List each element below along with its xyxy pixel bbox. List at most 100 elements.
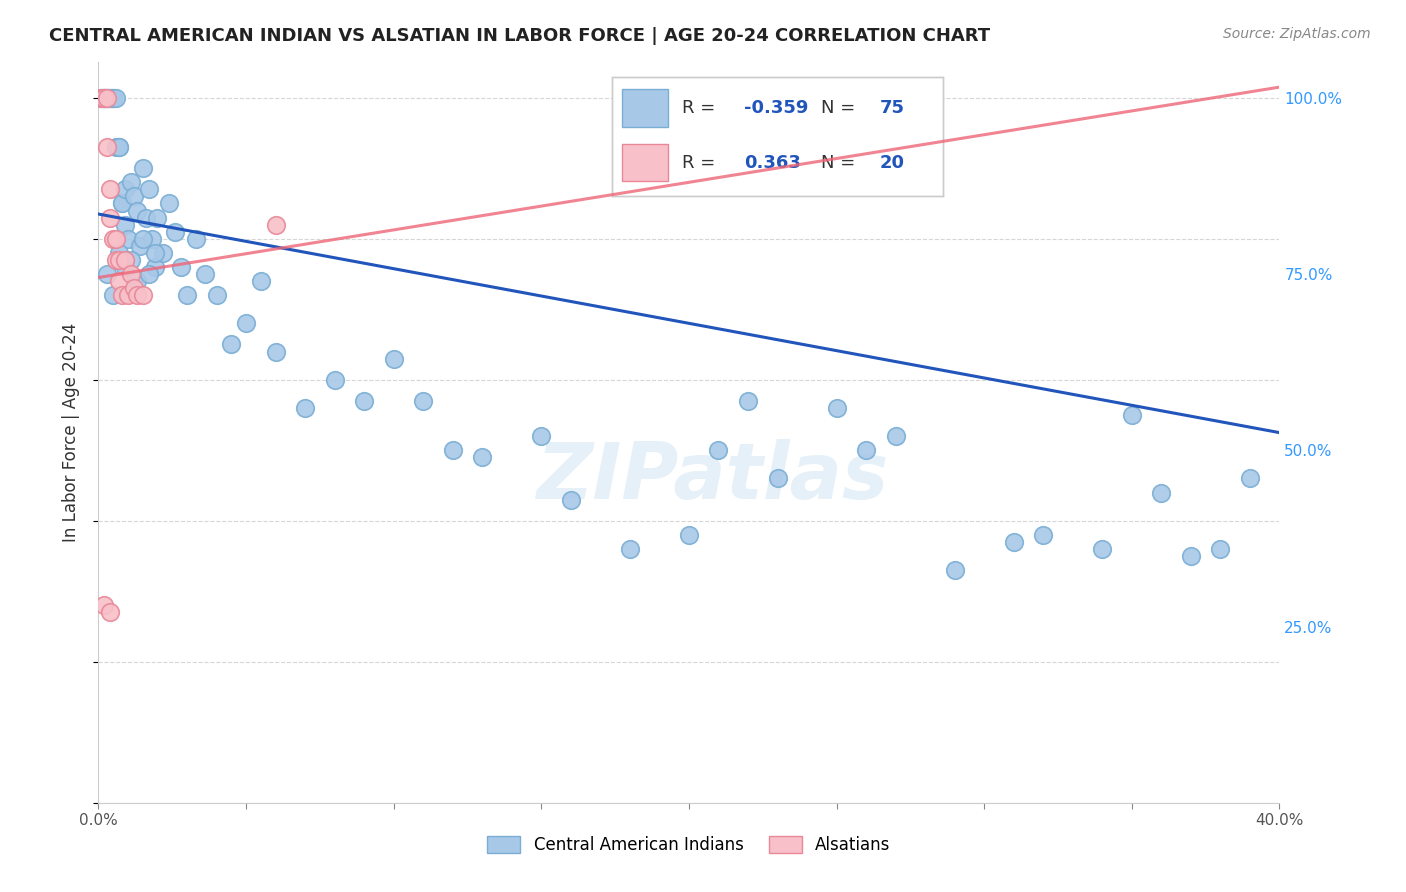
- Point: [530, 429, 553, 443]
- Point: [98, 211, 121, 225]
- Point: [1150, 485, 1173, 500]
- Point: [120, 175, 142, 189]
- Point: [165, 225, 187, 239]
- Point: [1180, 549, 1202, 563]
- Point: [108, 274, 131, 288]
- Point: [176, 288, 198, 302]
- Point: [138, 182, 160, 196]
- Point: [205, 288, 228, 302]
- Point: [353, 393, 375, 408]
- Point: [141, 232, 163, 246]
- Point: [111, 288, 134, 302]
- Point: [105, 140, 128, 154]
- Point: [125, 203, 148, 218]
- Point: [117, 232, 139, 246]
- Point: [737, 393, 759, 408]
- Point: [441, 443, 464, 458]
- Point: [108, 252, 131, 267]
- Point: [1002, 535, 1025, 549]
- Point: [103, 91, 125, 105]
- Point: [117, 288, 139, 302]
- Point: [105, 252, 128, 267]
- Point: [98, 182, 121, 196]
- Point: [766, 471, 789, 485]
- Point: [98, 91, 121, 105]
- Point: [120, 267, 142, 281]
- Point: [103, 91, 125, 105]
- Point: [707, 443, 730, 458]
- Point: [884, 429, 907, 443]
- Point: [1091, 541, 1114, 556]
- Point: [98, 91, 121, 105]
- Point: [128, 239, 150, 253]
- Point: [93, 91, 115, 105]
- Point: [471, 450, 494, 465]
- Point: [125, 274, 148, 288]
- Point: [103, 232, 125, 246]
- Point: [152, 245, 174, 260]
- Point: [235, 316, 257, 330]
- Point: [264, 218, 287, 232]
- Point: [96, 267, 118, 281]
- Point: [143, 260, 166, 274]
- Point: [412, 393, 434, 408]
- Point: [90, 91, 112, 105]
- Point: [619, 541, 641, 556]
- Point: [122, 281, 145, 295]
- Point: [111, 196, 134, 211]
- Point: [143, 245, 166, 260]
- Point: [170, 260, 193, 274]
- Point: [1209, 541, 1232, 556]
- Point: [825, 401, 848, 415]
- Legend: Central American Indians, Alsatians: Central American Indians, Alsatians: [481, 830, 897, 861]
- Point: [111, 196, 134, 211]
- Point: [108, 245, 131, 260]
- Point: [382, 351, 405, 366]
- Point: [103, 288, 125, 302]
- Point: [90, 91, 112, 105]
- Point: [93, 91, 115, 105]
- Point: [93, 599, 115, 613]
- Point: [1121, 408, 1143, 422]
- Text: ZIPatlas: ZIPatlas: [537, 439, 889, 515]
- Point: [105, 232, 128, 246]
- Point: [96, 140, 118, 154]
- Point: [194, 267, 217, 281]
- Point: [96, 91, 118, 105]
- Point: [294, 401, 316, 415]
- Point: [114, 252, 136, 267]
- Point: [1239, 471, 1261, 485]
- Point: [96, 91, 118, 105]
- Point: [96, 91, 118, 105]
- Point: [125, 288, 148, 302]
- Point: [114, 218, 136, 232]
- Point: [560, 492, 582, 507]
- Point: [132, 288, 155, 302]
- Point: [135, 211, 157, 225]
- Point: [146, 211, 169, 225]
- Point: [98, 606, 121, 620]
- Point: [250, 274, 273, 288]
- Point: [114, 182, 136, 196]
- Point: [264, 344, 287, 359]
- Point: [114, 260, 136, 274]
- Point: [678, 528, 700, 542]
- Point: [93, 91, 115, 105]
- Point: [93, 91, 115, 105]
- Point: [138, 267, 160, 281]
- Point: [855, 443, 877, 458]
- Point: [323, 373, 346, 387]
- Point: [108, 140, 131, 154]
- Point: [122, 189, 145, 203]
- Point: [105, 91, 128, 105]
- Point: [132, 161, 155, 176]
- Point: [157, 196, 180, 211]
- Point: [1032, 528, 1054, 542]
- Point: [132, 232, 155, 246]
- Point: [943, 563, 966, 577]
- Text: CENTRAL AMERICAN INDIAN VS ALSATIAN IN LABOR FORCE | AGE 20-24 CORRELATION CHART: CENTRAL AMERICAN INDIAN VS ALSATIAN IN L…: [49, 27, 990, 45]
- Text: Source: ZipAtlas.com: Source: ZipAtlas.com: [1223, 27, 1371, 41]
- Point: [221, 337, 243, 351]
- Y-axis label: In Labor Force | Age 20-24: In Labor Force | Age 20-24: [62, 323, 80, 542]
- Point: [108, 140, 131, 154]
